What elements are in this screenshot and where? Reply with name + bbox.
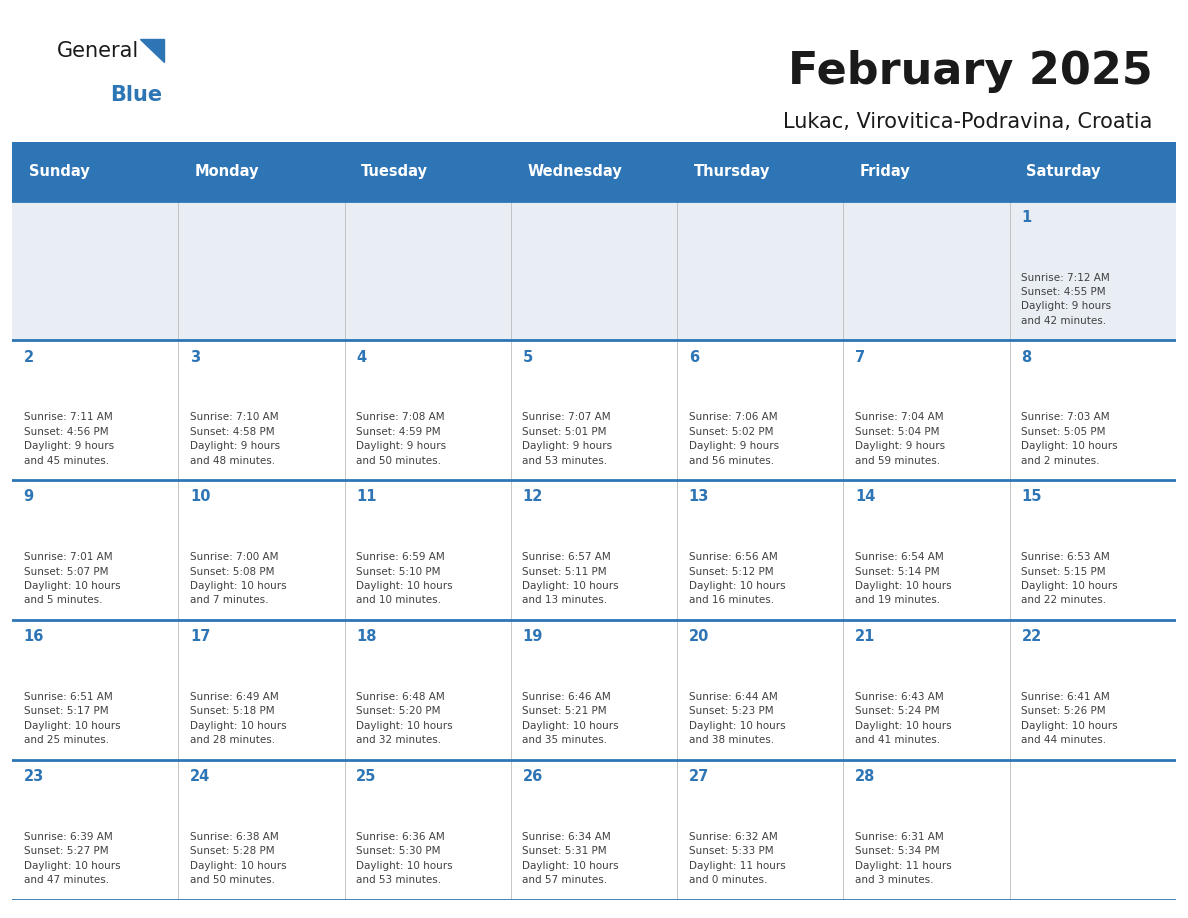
Text: 28: 28 (855, 769, 876, 784)
Text: Sunrise: 7:01 AM
Sunset: 5:07 PM
Daylight: 10 hours
and 5 minutes.: Sunrise: 7:01 AM Sunset: 5:07 PM Dayligh… (24, 552, 120, 605)
Text: 1: 1 (1022, 209, 1031, 225)
Text: Sunrise: 6:32 AM
Sunset: 5:33 PM
Daylight: 11 hours
and 0 minutes.: Sunrise: 6:32 AM Sunset: 5:33 PM Dayligh… (689, 832, 785, 885)
Text: 6: 6 (689, 350, 699, 364)
Text: 7: 7 (855, 350, 865, 364)
Bar (12, 760, 1176, 900)
Text: 20: 20 (689, 629, 709, 644)
Text: Sunrise: 6:43 AM
Sunset: 5:24 PM
Daylight: 10 hours
and 41 minutes.: Sunrise: 6:43 AM Sunset: 5:24 PM Dayligh… (855, 692, 952, 745)
Text: 8: 8 (1022, 350, 1031, 364)
Text: Sunrise: 6:41 AM
Sunset: 5:26 PM
Daylight: 10 hours
and 44 minutes.: Sunrise: 6:41 AM Sunset: 5:26 PM Dayligh… (1022, 692, 1118, 745)
Text: 5: 5 (523, 350, 532, 364)
Text: 15: 15 (1022, 489, 1042, 504)
Bar (12, 480, 1176, 620)
Text: Thursday: Thursday (694, 164, 770, 179)
Text: 9: 9 (24, 489, 33, 504)
Text: 10: 10 (190, 489, 210, 504)
Text: 25: 25 (356, 769, 377, 784)
Text: Lukac, Virovitica-Podravina, Croatia: Lukac, Virovitica-Podravina, Croatia (783, 112, 1152, 132)
Text: Tuesday: Tuesday (361, 164, 428, 179)
Text: Monday: Monday (195, 164, 259, 179)
Text: Sunday: Sunday (29, 164, 89, 179)
Text: 14: 14 (855, 489, 876, 504)
Text: Sunrise: 6:39 AM
Sunset: 5:27 PM
Daylight: 10 hours
and 47 minutes.: Sunrise: 6:39 AM Sunset: 5:27 PM Dayligh… (24, 832, 120, 885)
Text: Sunrise: 7:00 AM
Sunset: 5:08 PM
Daylight: 10 hours
and 7 minutes.: Sunrise: 7:00 AM Sunset: 5:08 PM Dayligh… (190, 552, 286, 605)
Text: Sunrise: 6:46 AM
Sunset: 5:21 PM
Daylight: 10 hours
and 35 minutes.: Sunrise: 6:46 AM Sunset: 5:21 PM Dayligh… (523, 692, 619, 745)
Text: Sunrise: 7:04 AM
Sunset: 5:04 PM
Daylight: 9 hours
and 59 minutes.: Sunrise: 7:04 AM Sunset: 5:04 PM Dayligh… (855, 412, 946, 465)
Text: Sunrise: 7:06 AM
Sunset: 5:02 PM
Daylight: 9 hours
and 56 minutes.: Sunrise: 7:06 AM Sunset: 5:02 PM Dayligh… (689, 412, 779, 465)
Text: 26: 26 (523, 769, 543, 784)
Text: Friday: Friday (860, 164, 911, 179)
Text: Sunrise: 6:36 AM
Sunset: 5:30 PM
Daylight: 10 hours
and 53 minutes.: Sunrise: 6:36 AM Sunset: 5:30 PM Dayligh… (356, 832, 453, 885)
Text: Sunrise: 7:07 AM
Sunset: 5:01 PM
Daylight: 9 hours
and 53 minutes.: Sunrise: 7:07 AM Sunset: 5:01 PM Dayligh… (523, 412, 613, 465)
Text: 16: 16 (24, 629, 44, 644)
Text: Saturday: Saturday (1026, 164, 1101, 179)
Text: Sunrise: 6:57 AM
Sunset: 5:11 PM
Daylight: 10 hours
and 13 minutes.: Sunrise: 6:57 AM Sunset: 5:11 PM Dayligh… (523, 552, 619, 605)
Text: 19: 19 (523, 629, 543, 644)
Text: 23: 23 (24, 769, 44, 784)
Text: 12: 12 (523, 489, 543, 504)
Text: Sunrise: 7:10 AM
Sunset: 4:58 PM
Daylight: 9 hours
and 48 minutes.: Sunrise: 7:10 AM Sunset: 4:58 PM Dayligh… (190, 412, 280, 465)
Text: 11: 11 (356, 489, 377, 504)
Text: 24: 24 (190, 769, 210, 784)
Text: Sunrise: 6:38 AM
Sunset: 5:28 PM
Daylight: 10 hours
and 50 minutes.: Sunrise: 6:38 AM Sunset: 5:28 PM Dayligh… (190, 832, 286, 885)
Text: 21: 21 (855, 629, 876, 644)
Text: Sunrise: 6:59 AM
Sunset: 5:10 PM
Daylight: 10 hours
and 10 minutes.: Sunrise: 6:59 AM Sunset: 5:10 PM Dayligh… (356, 552, 453, 605)
Text: Sunrise: 7:12 AM
Sunset: 4:55 PM
Daylight: 9 hours
and 42 minutes.: Sunrise: 7:12 AM Sunset: 4:55 PM Dayligh… (1022, 273, 1112, 326)
Text: Sunrise: 7:11 AM
Sunset: 4:56 PM
Daylight: 9 hours
and 45 minutes.: Sunrise: 7:11 AM Sunset: 4:56 PM Dayligh… (24, 412, 114, 465)
Text: Sunrise: 6:53 AM
Sunset: 5:15 PM
Daylight: 10 hours
and 22 minutes.: Sunrise: 6:53 AM Sunset: 5:15 PM Dayligh… (1022, 552, 1118, 605)
Text: Sunrise: 6:31 AM
Sunset: 5:34 PM
Daylight: 11 hours
and 3 minutes.: Sunrise: 6:31 AM Sunset: 5:34 PM Dayligh… (855, 832, 952, 885)
Text: February 2025: February 2025 (788, 50, 1152, 94)
Text: 27: 27 (689, 769, 709, 784)
Text: Sunrise: 6:34 AM
Sunset: 5:31 PM
Daylight: 10 hours
and 57 minutes.: Sunrise: 6:34 AM Sunset: 5:31 PM Dayligh… (523, 832, 619, 885)
Text: Sunrise: 6:51 AM
Sunset: 5:17 PM
Daylight: 10 hours
and 25 minutes.: Sunrise: 6:51 AM Sunset: 5:17 PM Dayligh… (24, 692, 120, 745)
Text: Blue: Blue (110, 85, 163, 106)
Text: Sunrise: 7:08 AM
Sunset: 4:59 PM
Daylight: 9 hours
and 50 minutes.: Sunrise: 7:08 AM Sunset: 4:59 PM Dayligh… (356, 412, 447, 465)
Text: Sunrise: 6:44 AM
Sunset: 5:23 PM
Daylight: 10 hours
and 38 minutes.: Sunrise: 6:44 AM Sunset: 5:23 PM Dayligh… (689, 692, 785, 745)
Bar (12, 201, 1176, 341)
Text: 18: 18 (356, 629, 377, 644)
Text: 22: 22 (1022, 629, 1042, 644)
Bar (12, 620, 1176, 760)
Bar (12, 142, 1176, 201)
Text: 13: 13 (689, 489, 709, 504)
Text: 4: 4 (356, 350, 366, 364)
Text: 17: 17 (190, 629, 210, 644)
Text: Sunrise: 6:56 AM
Sunset: 5:12 PM
Daylight: 10 hours
and 16 minutes.: Sunrise: 6:56 AM Sunset: 5:12 PM Dayligh… (689, 552, 785, 605)
Text: Sunrise: 6:48 AM
Sunset: 5:20 PM
Daylight: 10 hours
and 32 minutes.: Sunrise: 6:48 AM Sunset: 5:20 PM Dayligh… (356, 692, 453, 745)
Text: Wednesday: Wednesday (527, 164, 623, 179)
Text: Sunrise: 6:54 AM
Sunset: 5:14 PM
Daylight: 10 hours
and 19 minutes.: Sunrise: 6:54 AM Sunset: 5:14 PM Dayligh… (855, 552, 952, 605)
Text: General: General (57, 41, 139, 62)
Text: Sunrise: 7:03 AM
Sunset: 5:05 PM
Daylight: 10 hours
and 2 minutes.: Sunrise: 7:03 AM Sunset: 5:05 PM Dayligh… (1022, 412, 1118, 465)
Text: 2: 2 (24, 350, 33, 364)
Bar (12, 341, 1176, 480)
Text: Sunrise: 6:49 AM
Sunset: 5:18 PM
Daylight: 10 hours
and 28 minutes.: Sunrise: 6:49 AM Sunset: 5:18 PM Dayligh… (190, 692, 286, 745)
Text: 3: 3 (190, 350, 200, 364)
